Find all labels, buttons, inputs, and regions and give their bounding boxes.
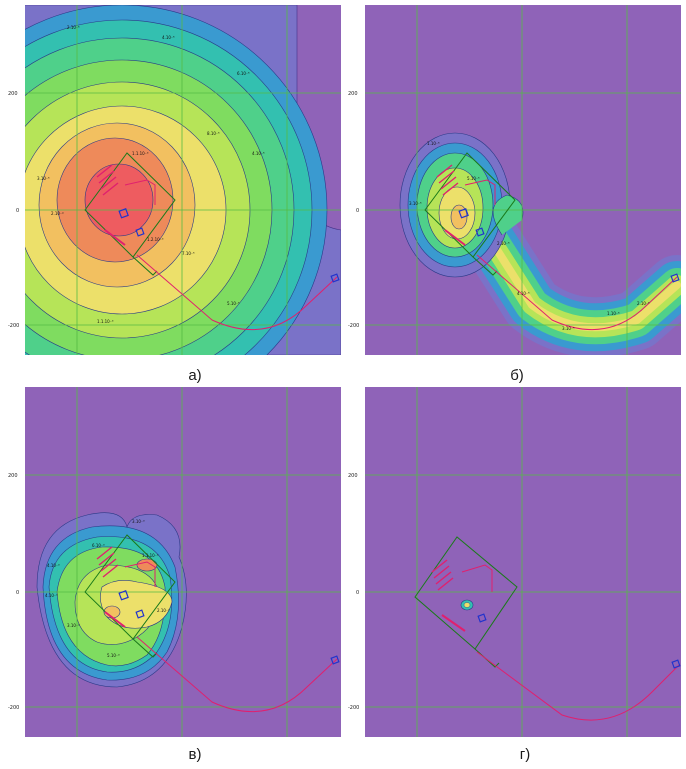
- svg-text:5.10⁻⁵: 5.10⁻⁵: [227, 301, 240, 306]
- y-tick-labels: 200 0 -200: [8, 473, 19, 711]
- svg-text:200: 200: [8, 91, 18, 97]
- pipeline: [436, 164, 678, 331]
- pipeline: [431, 559, 680, 721]
- svg-text:5.10⁻⁵: 5.10⁻⁵: [467, 176, 480, 181]
- grid: [25, 5, 341, 355]
- caption-b: б): [510, 367, 524, 384]
- svg-text:5.10⁻³: 5.10⁻³: [107, 653, 120, 658]
- pipeline: [96, 164, 338, 331]
- svg-text:2.10⁻⁵: 2.10⁻⁵: [497, 241, 510, 246]
- contour-labels: 2.10⁻⁵ 4.10⁻⁵ 6.10⁻⁵ 8.10⁻⁵ 1.1.10⁻³ 1.2…: [37, 25, 265, 324]
- svg-text:2.10⁻³: 2.10⁻³: [157, 608, 170, 613]
- plot-area: [365, 387, 681, 737]
- svg-text:200: 200: [348, 473, 358, 479]
- svg-text:7.10⁻⁵: 7.10⁻⁵: [182, 251, 195, 256]
- grid: [25, 387, 341, 737]
- svg-text:1.10⁻⁵: 1.10⁻⁵: [427, 141, 440, 146]
- marker-square: [118, 208, 129, 219]
- pipeline: [96, 546, 338, 713]
- svg-text:1.1.10⁻³: 1.1.10⁻³: [97, 319, 114, 324]
- svg-text:-200: -200: [8, 323, 19, 329]
- svg-text:4.10⁻⁵: 4.10⁻⁵: [517, 291, 530, 296]
- svg-text:4.10⁻³: 4.10⁻³: [45, 593, 58, 598]
- svg-text:2.10⁻⁴: 2.10⁻⁴: [51, 211, 64, 216]
- svg-text:-200: -200: [348, 705, 359, 711]
- panel-b: 1.10⁻⁵ 3.10⁻⁵ 5.10⁻⁵ 2.10⁻⁵ 4.10⁻⁵ 3.10⁻…: [347, 5, 681, 357]
- panel-a: 2.10⁻⁵ 4.10⁻⁵ 6.10⁻⁵ 8.10⁻⁵ 1.1.10⁻³ 1.2…: [7, 5, 341, 357]
- contour-plot-v: 3.10⁻³ 4.10⁻³ 1.1.10⁻³ 3.10⁻³ 5.10⁻³ 2.1…: [8, 387, 341, 737]
- svg-text:4.10⁻³: 4.10⁻³: [47, 563, 60, 568]
- marker-square: [330, 655, 340, 665]
- caption-g: г): [519, 746, 531, 763]
- svg-text:-200: -200: [348, 323, 359, 329]
- marker-square: [477, 613, 487, 623]
- svg-text:6.10⁻⁵: 6.10⁻⁵: [237, 71, 250, 76]
- contour-labels: 1.10⁻⁵ 3.10⁻⁵ 5.10⁻⁵ 2.10⁻⁵ 4.10⁻⁵ 3.10⁻…: [409, 141, 650, 331]
- svg-text:200: 200: [348, 91, 358, 97]
- caption-v: в): [188, 746, 202, 763]
- concentration-contours: [460, 599, 474, 611]
- grid: [365, 5, 681, 355]
- svg-text:2.10⁻⁵: 2.10⁻⁵: [637, 301, 650, 306]
- svg-text:200: 200: [8, 473, 18, 479]
- svg-text:3.10⁻⁵: 3.10⁻⁵: [562, 326, 575, 331]
- panel-g: 200 0 -200 0 200 400: [347, 387, 681, 739]
- marker-square: [330, 273, 340, 283]
- marker-square: [671, 659, 681, 669]
- svg-text:4.10⁻⁵: 4.10⁻⁵: [162, 35, 175, 40]
- marker-square: [135, 227, 145, 237]
- contour-plot-g: 200 0 -200 0 200 400: [348, 387, 681, 737]
- concentration-contours: [429, 160, 681, 355]
- contour-plot-b: 1.10⁻⁵ 3.10⁻⁵ 5.10⁻⁵ 2.10⁻⁵ 4.10⁻⁵ 3.10⁻…: [348, 5, 681, 355]
- svg-text:1.2.10⁻³: 1.2.10⁻³: [147, 237, 164, 242]
- y-tick-labels: 200 0 -200: [348, 91, 359, 329]
- svg-text:-200: -200: [8, 705, 19, 711]
- svg-text:2.10⁻⁵: 2.10⁻⁵: [67, 25, 80, 30]
- marker-square: [118, 590, 129, 601]
- svg-text:3.10⁻³: 3.10⁻³: [132, 519, 145, 524]
- svg-text:3.10⁻³: 3.10⁻³: [67, 623, 80, 628]
- svg-text:0: 0: [356, 590, 359, 596]
- svg-text:0: 0: [16, 208, 19, 214]
- marker-square: [458, 208, 469, 219]
- y-tick-labels: 200 0 -200: [348, 473, 359, 711]
- y-tick-labels: 200 0 -200: [8, 91, 19, 329]
- svg-text:8.10⁻⁵: 8.10⁻⁵: [207, 131, 220, 136]
- svg-text:1.10⁻⁵: 1.10⁻⁵: [607, 311, 620, 316]
- svg-text:4.10⁻⁵: 4.10⁻⁵: [252, 151, 265, 156]
- marker-square: [670, 273, 680, 283]
- svg-text:1.1.10⁻³: 1.1.10⁻³: [132, 151, 149, 156]
- svg-text:0: 0: [16, 590, 19, 596]
- panel-v: 3.10⁻³ 4.10⁻³ 1.1.10⁻³ 3.10⁻³ 5.10⁻³ 2.1…: [7, 387, 341, 739]
- grid: [365, 387, 681, 737]
- svg-text:1.1.10⁻³: 1.1.10⁻³: [142, 553, 159, 558]
- marker-square: [475, 227, 485, 237]
- caption-a: а): [188, 367, 202, 384]
- svg-text:3.10⁻⁵: 3.10⁻⁵: [37, 176, 50, 181]
- contour-plot-a: 2.10⁻⁵ 4.10⁻⁵ 6.10⁻⁵ 8.10⁻⁵ 1.1.10⁻³ 1.2…: [8, 5, 341, 355]
- svg-text:0: 0: [356, 208, 359, 214]
- svg-text:3.10⁻⁵: 3.10⁻⁵: [409, 201, 422, 206]
- concentration-contours: [25, 5, 341, 355]
- contour-labels: 3.10⁻³ 4.10⁻³ 1.1.10⁻³ 3.10⁻³ 5.10⁻³ 2.1…: [45, 519, 170, 658]
- svg-text:6.10⁻³: 6.10⁻³: [92, 543, 105, 548]
- marker-square: [135, 609, 145, 619]
